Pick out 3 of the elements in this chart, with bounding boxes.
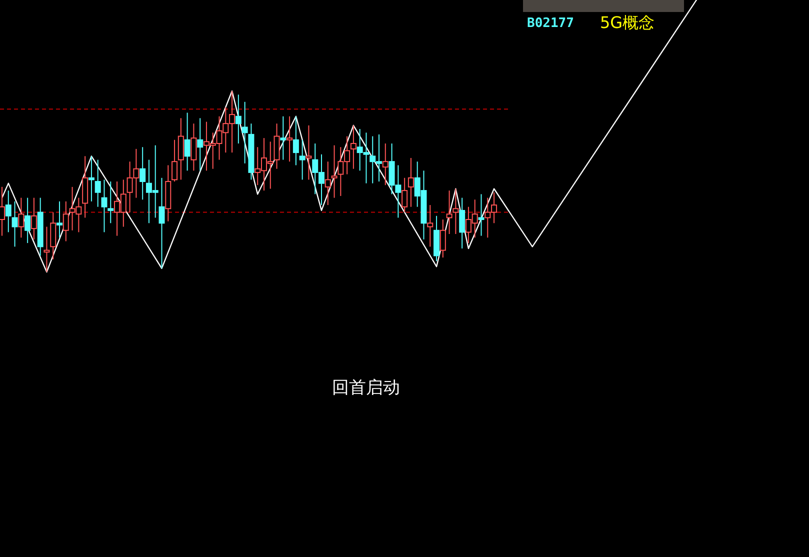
annotation: 5G概念 xyxy=(600,13,655,32)
annotation: 回首启动 xyxy=(332,378,400,398)
annotation: B02177 xyxy=(527,16,574,31)
